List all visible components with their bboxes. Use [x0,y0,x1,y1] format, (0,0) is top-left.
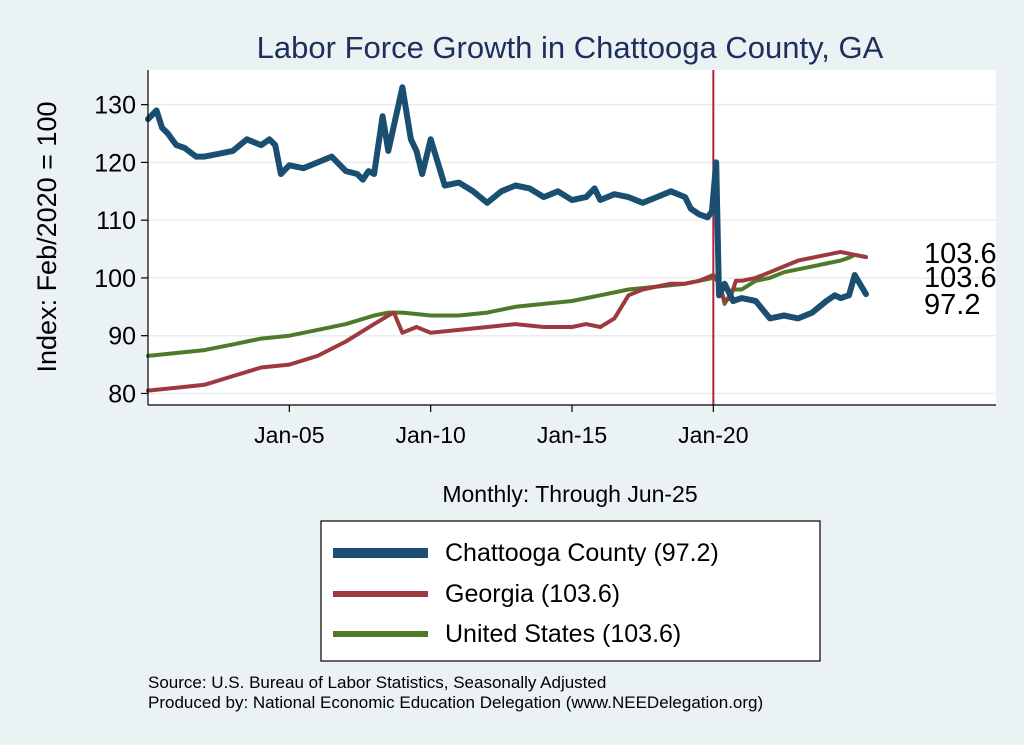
end-label-chattooga-county: 97.2 [924,289,980,321]
series-line-chattooga-county [145,84,869,322]
series-layer [145,84,869,393]
x-tick-label: Jan-20 [678,422,748,448]
y-tick-label: 80 [108,380,136,408]
series-line-georgia [146,249,868,393]
source-note: Source: U.S. Bureau of Labor Statistics,… [148,673,607,692]
legend-label-united-states: United States (103.6) [445,620,681,648]
end-label-united-states: 103.6 [924,262,997,294]
y-tick-label: 110 [96,207,136,235]
x-tick-label: Jan-10 [396,422,466,448]
y-tick-label: 120 [94,149,136,177]
y-axis-ticks: 80 90 100 110 120 130 [94,92,148,408]
end-label-georgia: 103.6 [924,238,997,270]
legend: Chattooga County (97.2) Georgia (103.6) … [320,520,821,662]
x-tick-label: Jan-15 [537,422,607,448]
x-tick-label: Jan-05 [254,422,324,448]
x-axis-ticks: Jan-05 Jan-10 Jan-15 Jan-20 [254,405,748,448]
legend-label-chattooga: Chattooga County (97.2) [445,539,719,567]
plot-area [148,70,996,405]
legend-label-georgia: Georgia (103.6) [445,580,620,608]
y-tick-label: 130 [94,92,136,120]
chart-title: Labor Force Growth in Chattooga County, … [257,30,884,65]
y-tick-label: 90 [108,323,136,351]
x-axis-label: Monthly: Through Jun-25 [442,481,697,507]
y-axis-label: Index: Feb/2020 = 100 [32,102,62,373]
series-line-united-states [146,252,868,358]
y-tick-label: 100 [94,265,136,293]
producer-note: Produced by: National Economic Education… [148,693,764,712]
